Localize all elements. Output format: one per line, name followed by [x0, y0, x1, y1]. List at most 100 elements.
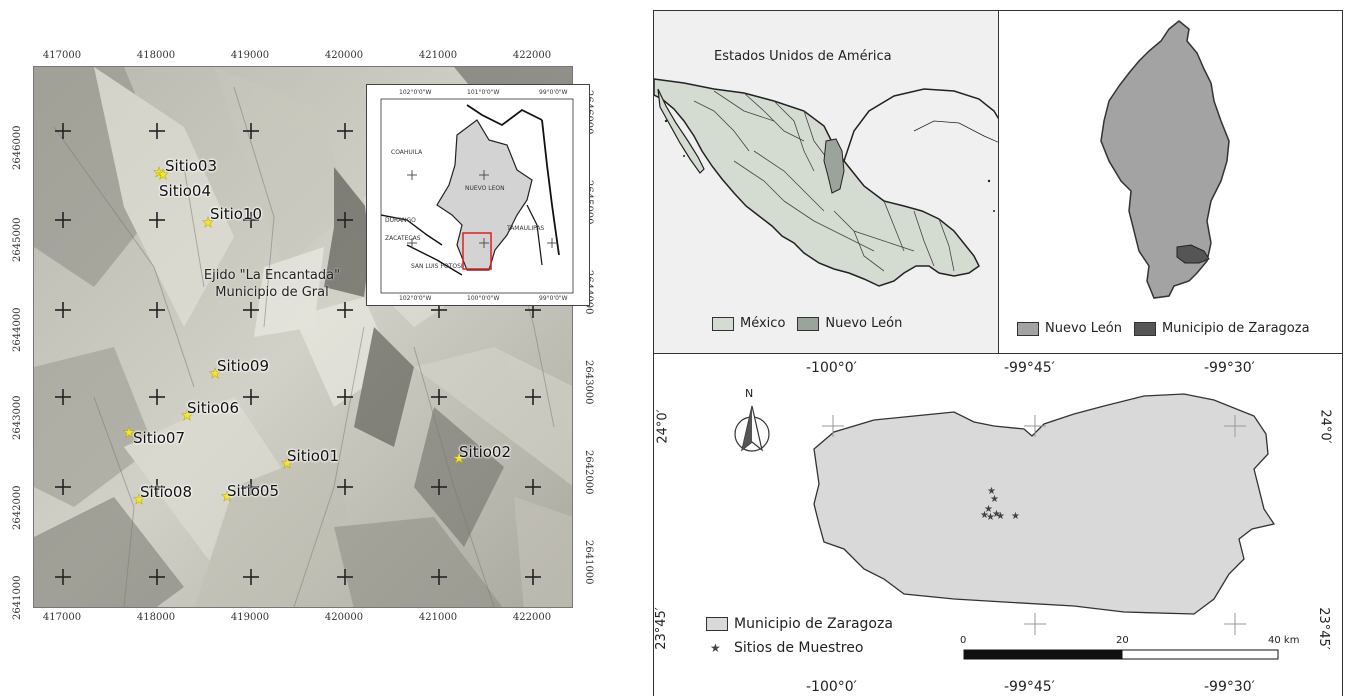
svg-text:★: ★: [980, 510, 989, 521]
scale-label-20: 20: [1116, 635, 1129, 646]
legend-sites: ★ Sitios de Muestreo: [710, 640, 863, 656]
svg-text:★: ★: [996, 511, 1005, 522]
inset-label-zacatecas: ZACATECAS: [385, 235, 421, 242]
site-label-sitio10: Sitio10: [210, 205, 263, 223]
legend-label-sites: Sitios de Muestreo: [734, 640, 864, 656]
x-tick-top: 420000: [324, 50, 364, 61]
scale-label-40: 40 km: [1268, 635, 1300, 646]
x-tick-top: 417000: [42, 50, 82, 61]
svg-text:★: ★: [984, 504, 993, 515]
inset-label-coahuila: COAHUILA: [391, 149, 423, 156]
top-coord: -100°0′: [806, 360, 857, 376]
site-label-sitio01: Sitio01: [287, 447, 340, 465]
site-star-marker: ★: [453, 451, 466, 467]
y-tick-left: 2646000: [12, 125, 23, 170]
site-label-sitio08: Sitio08: [140, 483, 193, 501]
x-tick-bottom: 419000: [230, 612, 270, 623]
x-tick-top: 421000: [418, 50, 458, 61]
inset-bottom-tick: 100°0'0"W: [467, 295, 500, 302]
legend-label-municipality: Municipio de Zaragoza: [734, 616, 893, 632]
x-tick-top: 418000: [136, 50, 176, 61]
inset-drawing: [380, 98, 574, 294]
x-tick-top: 419000: [230, 50, 270, 61]
nuevo-leon-shape: [436, 119, 533, 271]
y-tick-left: 2642000: [12, 485, 23, 530]
nuevo-leon-panel: Nuevo León Municipio de Zaragoza: [998, 10, 1343, 354]
svg-text:★: ★: [992, 509, 1001, 520]
nuevo-leon-highlight: [823, 138, 845, 194]
x-tick-bottom: 421000: [418, 612, 458, 623]
site-label-sitio02: Sitio02: [459, 443, 512, 461]
sampling-site-stars: ★★ ★★★ ★★ ★: [980, 486, 1020, 523]
legend-swatch-nuevo-leon: [1017, 321, 1039, 336]
north-label: N: [745, 387, 754, 400]
y-tick-left: 2644000: [12, 307, 23, 352]
bottom-coord: -99°45′: [1004, 679, 1055, 695]
inset-label-tamaulipas: TAMAULIPAS: [507, 225, 545, 232]
site-label-sitio09: Sitio09: [217, 357, 270, 375]
site-star-marker: ★: [221, 489, 234, 505]
top-coord: -99°45′: [1004, 360, 1055, 376]
x-tick-bottom: 418000: [136, 612, 176, 623]
site-star-marker: ★: [181, 408, 194, 424]
nuevo-leon-map: [1100, 20, 1230, 299]
x-tick-bottom: 422000: [512, 612, 552, 623]
mexico-shape: [654, 78, 980, 287]
zaragoza-highlight: [1176, 244, 1210, 264]
y-tick-left: 2643000: [12, 395, 23, 440]
legend-swatch-mexico: [712, 316, 734, 331]
svg-text:★: ★: [990, 494, 999, 505]
nuevo-leon-legend: Nuevo León Municipio de Zaragoza: [1017, 321, 1310, 336]
zaragoza-polygon: [813, 393, 1276, 615]
locator-inset-map: 102°0'0"W 101°0'0"W 99°0'0"W 102°0'0"W 1…: [366, 84, 590, 306]
site-markers: ★★★★★★★ ★★ ★: [122, 165, 466, 509]
site-label-sitio03: Sitio03: [165, 157, 218, 175]
legend-swatch-nuevo-leon: [797, 316, 820, 331]
nuevo-leon-state-shape: [1100, 20, 1230, 299]
inset-label-nuevo-leon: NUEVO LEON: [465, 185, 505, 192]
site-star-marker: ★: [202, 215, 215, 231]
legend-swatch-municipality: [706, 617, 728, 631]
x-tick-bottom: 420000: [324, 612, 364, 623]
mexico-map: [654, 78, 998, 287]
y-tick-left: 2645000: [12, 217, 23, 262]
top-coord: -99°30′: [1204, 360, 1255, 376]
site-star-marker: ★: [153, 165, 166, 181]
inset-label-durango: DURANGO: [385, 217, 416, 224]
inset-bottom-tick: 102°0'0"W: [399, 295, 432, 302]
inset-bottom-tick: 99°0'0"W: [539, 295, 568, 302]
legend-label-zaragoza: Municipio de Zaragoza: [1161, 321, 1310, 336]
site-label-sitio06: Sitio06: [187, 399, 240, 417]
site-star-marker: ★: [133, 492, 146, 508]
terrain-shading: [34, 67, 572, 607]
study-area-highlight: [462, 232, 492, 270]
site-label-sitio04: Sitio04: [159, 182, 212, 200]
site-star-marker: ★: [281, 456, 294, 472]
bottom-coord: -100°0′: [806, 679, 857, 695]
inset-label-san-luis-potosi: SAN LUIS POTOSI: [411, 263, 463, 270]
site-star-marker: ★: [123, 425, 136, 441]
y-tick-right: 2641000: [583, 540, 594, 585]
zaragoza-map: ★★ ★★★ ★★ ★: [734, 393, 1279, 660]
ejido-annotation-line2: Municipio de Gral: [215, 285, 329, 300]
legend-label-nuevo-leon: Nuevo León: [825, 316, 903, 331]
legend-swatch-zaragoza: [1133, 321, 1156, 336]
mexico-overview-panel: Estados Unidos de América: [653, 10, 999, 354]
scale-label-0: 0: [960, 635, 967, 646]
scale-bar: [963, 649, 1279, 660]
usa-label: Estados Unidos de América: [714, 49, 892, 64]
bottom-coord: -99°30′: [1204, 679, 1255, 695]
site-label-sitio07: Sitio07: [133, 429, 186, 447]
inset-top-tick: 99°0'0"W: [539, 89, 568, 96]
x-tick-bottom: 417000: [42, 612, 82, 623]
inset-top-tick: 102°0'0"W: [399, 89, 432, 96]
y-tick-left: 2641000: [12, 575, 23, 620]
svg-text:★: ★: [1011, 511, 1020, 522]
hillshade-map-panel: 417000 418000 419000 420000 421000 42200…: [0, 0, 620, 696]
ejido-annotation-line1: Ejido "La Encantada": [203, 268, 341, 283]
mexico-legend: México Nuevo León: [712, 316, 902, 331]
inset-top-tick: 101°0'0"W: [467, 89, 500, 96]
north-arrow: [734, 405, 770, 452]
legend-label-mexico: México: [740, 316, 786, 331]
x-tick-top: 422000: [512, 50, 552, 61]
